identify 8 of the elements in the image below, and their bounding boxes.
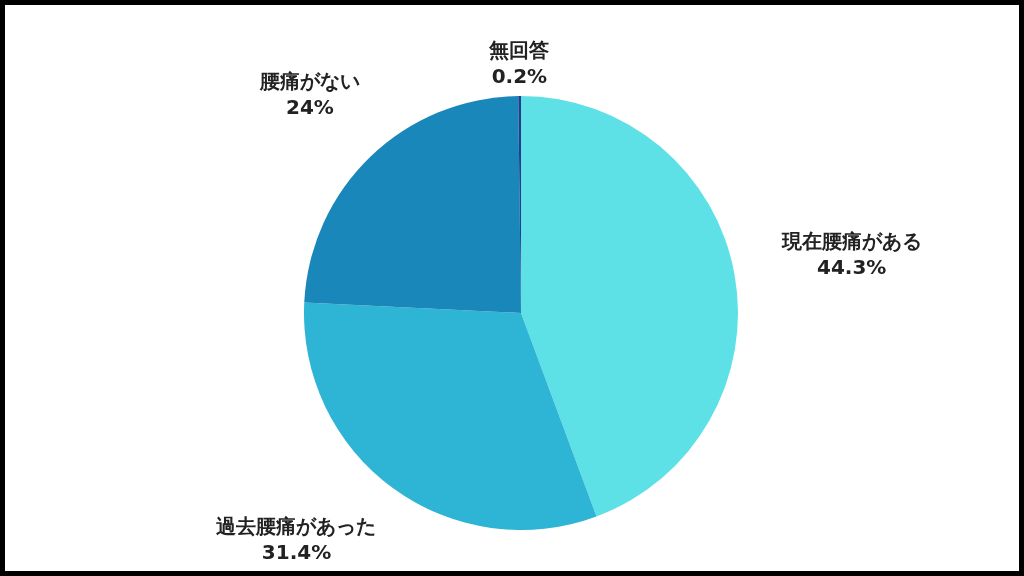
slice-label: 腰痛がない — [258, 69, 360, 94]
data-label: 44.3% — [817, 254, 887, 279]
data-label: 31.4% — [261, 540, 332, 564]
slice-label: 無回答 — [488, 38, 550, 62]
data-label: 24% — [286, 95, 334, 120]
slice-label: 現在腰痛がある — [780, 228, 922, 253]
slice-label: 過去腰痛があった — [215, 514, 377, 538]
data-label: 0.2% — [491, 64, 548, 88]
